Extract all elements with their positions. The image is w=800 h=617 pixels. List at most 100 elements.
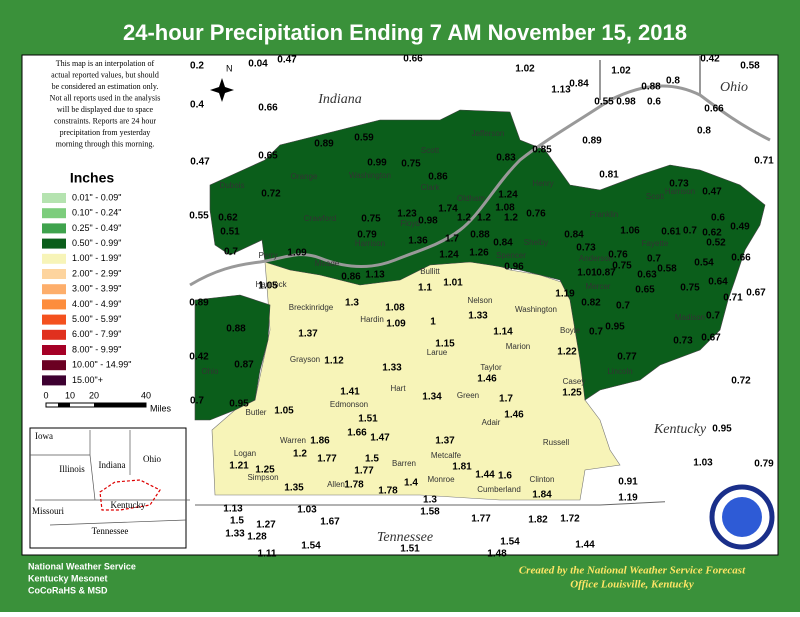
obs-value: 1.2 — [457, 213, 471, 224]
obs-value: 0.7 — [683, 226, 697, 237]
obs-value: 1.08 — [385, 303, 405, 314]
obs-value: 1.25 — [562, 388, 582, 399]
obs-value: 0.84 — [564, 230, 584, 241]
obs-value: 0.98 — [418, 216, 438, 227]
county-label: Franklin — [590, 210, 618, 219]
obs-value: 1.6 — [498, 471, 512, 482]
obs-value: 1.24 — [498, 190, 518, 201]
obs-value: 0.6 — [711, 213, 725, 224]
obs-value: 0.52 — [706, 238, 726, 249]
obs-value: 0.99 — [367, 158, 387, 169]
county-label: Logan — [234, 449, 256, 458]
credit-left: Kentucky Mesonet — [28, 573, 108, 583]
county-label: Fayette — [642, 239, 669, 248]
regions — [189, 55, 771, 506]
legend-label: 4.00" - 4.99" — [72, 299, 121, 309]
county-label: Oldham — [457, 194, 485, 203]
obs-value: 0.67 — [701, 333, 721, 344]
obs-value: 1.78 — [378, 486, 398, 497]
obs-value: 0.04 — [248, 59, 268, 70]
obs-value: 0.75 — [612, 261, 632, 272]
obs-value: 1.05 — [274, 406, 294, 417]
obs-value: 1.37 — [435, 436, 455, 447]
nws-logo-inner — [722, 497, 762, 537]
obs-value: 1.33 — [468, 311, 488, 322]
obs-value: 1.35 — [284, 483, 304, 494]
obs-value: 0.55 — [189, 211, 209, 222]
obs-value: 0.67 — [746, 288, 766, 299]
county-label: Perry — [258, 251, 277, 260]
obs-value: 0.7 — [190, 396, 204, 407]
obs-value: 1.09 — [287, 248, 307, 259]
legend-swatch — [42, 345, 66, 355]
obs-value: 1.3 — [423, 495, 437, 506]
legend-swatch — [42, 314, 66, 325]
obs-value: 1.25 — [255, 465, 275, 476]
compass-star — [210, 86, 234, 94]
scale-label: 20 — [89, 390, 99, 400]
legend-swatch — [42, 329, 66, 340]
obs-value: 1.82 — [528, 515, 548, 526]
obs-value: 0.79 — [754, 459, 774, 470]
obs-value: 0.84 — [493, 238, 513, 249]
obs-value: 1.33 — [382, 363, 402, 374]
obs-value: 1.1 — [418, 283, 432, 294]
obs-value: 0.95 — [229, 399, 249, 410]
county-label: Monroe — [427, 475, 455, 484]
county-label: Floyd — [400, 219, 420, 228]
obs-value: 0.58 — [657, 264, 677, 275]
obs-value: 1.13 — [223, 504, 243, 515]
county-label: Grayson — [290, 355, 320, 364]
county-label: Lincoln — [607, 367, 632, 376]
county-label: Green — [457, 391, 479, 400]
legend-swatch — [42, 193, 66, 203]
legend-label: 8.00" - 9.99" — [72, 344, 121, 354]
obs-value: 0.58 — [740, 61, 760, 72]
obs-value: 0.47 — [277, 55, 297, 66]
obs-value: 0.7 — [647, 254, 661, 265]
obs-value: 1.81 — [452, 462, 472, 473]
inset-label: Ohio — [143, 454, 162, 464]
legend-swatch — [42, 253, 66, 264]
credit-right: Created by the National Weather Service … — [519, 565, 746, 577]
county-label: Barren — [392, 459, 416, 468]
county-label: Dubois — [220, 181, 245, 190]
county-label: Meade — [315, 259, 340, 268]
obs-value: 0.62 — [218, 213, 238, 224]
obs-value: 1.51 — [400, 544, 420, 555]
disclaimer-line: will be displayed due to space — [57, 105, 154, 114]
obs-value: 0.79 — [357, 230, 377, 241]
legend-title: Inches — [70, 170, 115, 186]
obs-value: 1.08 — [495, 203, 515, 214]
obs-value: 0.66 — [258, 103, 278, 114]
obs-value: 0.72 — [261, 189, 281, 200]
county-label: Allen — [327, 480, 345, 489]
obs-value: 1.2 — [477, 213, 491, 224]
county-label: Breckinridge — [289, 303, 334, 312]
obs-value: 0.95 — [605, 322, 625, 333]
inset — [29, 427, 190, 549]
obs-value: 0.75 — [401, 159, 421, 170]
legend-label: 6.00" - 7.99" — [72, 329, 121, 339]
obs-value: 1.7 — [499, 394, 513, 405]
obs-value: 0.49 — [730, 222, 750, 233]
obs-value: 0.7 — [706, 311, 720, 322]
obs-value: 1.3 — [345, 298, 359, 309]
obs-value: 0.76 — [526, 209, 546, 220]
obs-value: 0.85 — [532, 145, 552, 156]
obs-value: 0.6 — [647, 97, 661, 108]
obs-value: 1.54 — [301, 541, 321, 552]
obs-value: 0.73 — [669, 179, 689, 190]
obs-value: 0.76 — [608, 250, 628, 261]
county-label: Anderson — [579, 254, 613, 263]
obs-value: 1.51 — [358, 414, 378, 425]
obs-value: 0.7 — [589, 327, 603, 338]
obs-value: 0.61 — [661, 227, 681, 238]
inset-label: Kentucky — [111, 500, 146, 510]
county-label: Ohio — [202, 367, 219, 376]
obs-value: 0.54 — [694, 258, 714, 269]
obs-value: 1.78 — [344, 480, 364, 491]
obs-value: 0.51 — [220, 227, 240, 238]
obs-value: 1.72 — [560, 514, 580, 525]
obs-value: 1.12 — [324, 356, 344, 367]
